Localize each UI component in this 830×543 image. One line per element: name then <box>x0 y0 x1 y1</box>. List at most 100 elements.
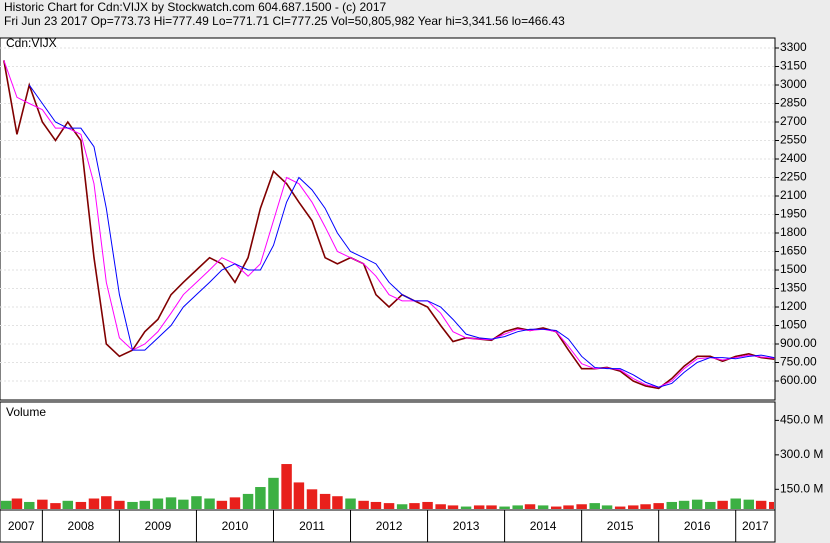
y-tick-label: 150.0 M <box>780 481 823 495</box>
volume-bar <box>628 505 639 509</box>
volume-bar <box>768 501 774 509</box>
y-tick-label: 1350 <box>780 281 807 295</box>
volume-bar <box>204 498 215 509</box>
y-tick-label: 2400 <box>780 151 807 165</box>
volume-bar <box>268 477 279 509</box>
volume-bar <box>383 503 395 509</box>
volume-bar <box>460 506 472 509</box>
volume-bar <box>563 505 574 509</box>
y-tick-label: 600.00 <box>780 373 817 387</box>
volume-bar <box>743 499 755 509</box>
volume-bar <box>88 498 100 509</box>
volume-bar <box>499 506 510 509</box>
y-tick-label: 1800 <box>780 225 807 239</box>
y-tick-label: 300.0 M <box>780 447 823 461</box>
volume-bar <box>640 504 651 509</box>
volume-bar <box>614 506 626 509</box>
volume-bar <box>75 501 87 509</box>
pane-label: Cdn:VIJX <box>6 36 57 50</box>
volume-bar <box>653 503 664 509</box>
y-tick-label: 3300 <box>780 40 807 54</box>
y-tick-label: 1650 <box>780 244 807 258</box>
x-tick-label: 2008 <box>68 519 95 533</box>
volume-bar <box>62 500 74 509</box>
volume-bar <box>101 496 112 509</box>
y-tick-label: 2550 <box>780 133 807 147</box>
volume-bar <box>358 500 369 509</box>
volume-bar <box>50 503 61 509</box>
volume-bar <box>589 503 600 509</box>
volume-bar <box>332 496 343 509</box>
volume-bar <box>576 504 587 509</box>
x-tick-label: 2011 <box>299 519 325 533</box>
volume-bar <box>216 500 228 509</box>
price-line <box>28 84 775 388</box>
volume-bar <box>139 500 151 509</box>
x-tick-label: 2015 <box>607 519 634 533</box>
x-tick-label: 2014 <box>530 519 557 533</box>
y-tick-label: 2250 <box>780 170 807 184</box>
x-tick-label: 2016 <box>684 519 711 533</box>
volume-bar <box>435 504 446 509</box>
y-tick-label: 1200 <box>780 299 807 313</box>
volume-bar <box>422 501 433 509</box>
volume-bar <box>293 482 305 509</box>
pane-label: Volume <box>6 405 46 419</box>
volume-bar <box>396 504 408 509</box>
volume-bar <box>691 499 703 509</box>
y-tick-label: 450.0 M <box>780 413 823 427</box>
volume-bar <box>730 498 741 509</box>
x-tick-label: 2007 <box>8 519 35 533</box>
volume-bar <box>755 500 767 509</box>
x-tick-label: 2012 <box>376 519 403 533</box>
volume-bar <box>409 503 420 509</box>
volume-bar <box>678 500 690 509</box>
chart-subtitle: Fri Jun 23 2017 Op=773.73 Hi=777.49 Lo=7… <box>4 14 565 28</box>
volume-bar <box>37 499 48 509</box>
volume-bar <box>447 505 459 509</box>
x-tick-label: 2010 <box>222 519 249 533</box>
volume-bar <box>11 498 23 509</box>
volume-bar <box>165 497 177 509</box>
volume-bar <box>345 498 356 509</box>
volume-bar <box>255 487 266 509</box>
volume-bar <box>178 499 189 509</box>
volume-bar <box>524 504 536 509</box>
volume-bar <box>537 505 549 509</box>
y-tick-label: 3000 <box>780 77 807 91</box>
volume-bar <box>370 501 382 509</box>
y-tick-label: 1050 <box>780 318 807 332</box>
y-tick-label: 750.00 <box>780 355 817 369</box>
volume-bar <box>550 506 562 509</box>
volume-bar <box>512 505 523 509</box>
x-axis-row <box>0 509 776 543</box>
y-tick-label: 2700 <box>780 114 807 128</box>
volume-bar <box>1 500 12 509</box>
volume-pane <box>0 401 776 511</box>
volume-bar <box>666 501 678 509</box>
volume-bar <box>24 501 35 509</box>
y-tick-label: 900.00 <box>780 336 817 350</box>
y-tick-label: 3150 <box>780 59 807 73</box>
volume-bar <box>319 493 331 509</box>
price-pane <box>0 37 776 401</box>
volume-bar <box>705 501 716 509</box>
volume-bar <box>486 505 497 509</box>
volume-bar <box>242 493 254 509</box>
x-tick-label: 2009 <box>145 519 172 533</box>
x-tick-label: 2017 <box>742 519 769 533</box>
y-tick-label: 2850 <box>780 96 807 110</box>
chart-title: Historic Chart for Cdn:VIJX by Stockwatc… <box>4 0 386 14</box>
volume-bar <box>229 497 241 509</box>
volume-bar <box>281 464 292 509</box>
y-tick-label: 1950 <box>780 207 807 221</box>
volume-bar <box>601 505 613 509</box>
volume-bar <box>114 500 125 509</box>
volume-bar <box>717 500 728 509</box>
volume-bar <box>473 505 485 509</box>
volume-bar <box>191 496 202 509</box>
y-tick-label: 2100 <box>780 188 807 202</box>
y-tick-label: 1500 <box>780 262 807 276</box>
